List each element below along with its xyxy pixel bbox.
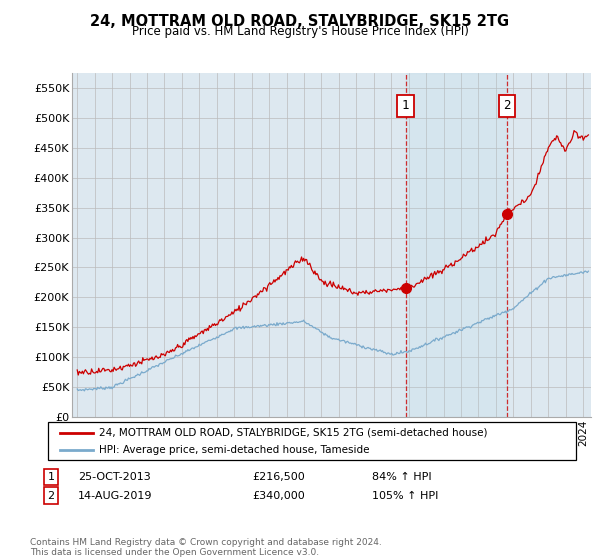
Text: £216,500: £216,500: [252, 472, 305, 482]
Text: 25-OCT-2013: 25-OCT-2013: [78, 472, 151, 482]
Text: 105% ↑ HPI: 105% ↑ HPI: [372, 491, 439, 501]
Text: 1: 1: [402, 99, 409, 112]
Text: 2: 2: [503, 99, 511, 112]
Text: HPI: Average price, semi-detached house, Tameside: HPI: Average price, semi-detached house,…: [99, 445, 370, 455]
Text: £340,000: £340,000: [252, 491, 305, 501]
Bar: [406, 73, 507, 417]
Text: Price paid vs. HM Land Registry's House Price Index (HPI): Price paid vs. HM Land Registry's House …: [131, 25, 469, 38]
Text: 24, MOTTRAM OLD ROAD, STALYBRIDGE, SK15 2TG (semi-detached house): 24, MOTTRAM OLD ROAD, STALYBRIDGE, SK15 …: [99, 428, 487, 438]
Text: 84% ↑ HPI: 84% ↑ HPI: [372, 472, 431, 482]
Text: 14-AUG-2019: 14-AUG-2019: [78, 491, 152, 501]
Text: Contains HM Land Registry data © Crown copyright and database right 2024.
This d: Contains HM Land Registry data © Crown c…: [30, 538, 382, 557]
Text: 1: 1: [47, 472, 55, 482]
Text: 24, MOTTRAM OLD ROAD, STALYBRIDGE, SK15 2TG: 24, MOTTRAM OLD ROAD, STALYBRIDGE, SK15 …: [91, 14, 509, 29]
Text: 2: 2: [47, 491, 55, 501]
